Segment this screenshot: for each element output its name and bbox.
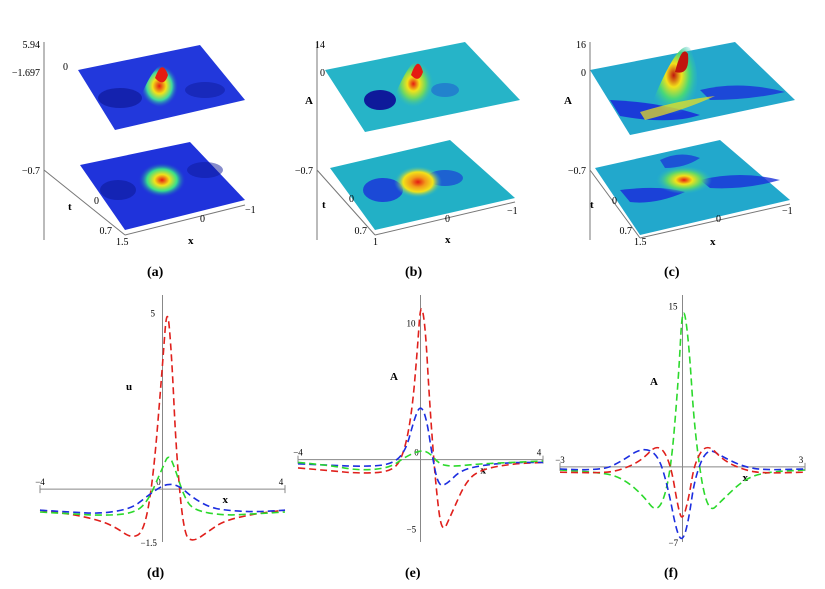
t-axis <box>589 169 641 239</box>
surface-top-peak <box>140 64 179 108</box>
x-tick: 0 <box>445 214 450 225</box>
caption-e: (e) <box>405 566 421 581</box>
surface-top-peak <box>411 63 423 79</box>
series-line-blue <box>39 483 286 514</box>
x-tick: −1 <box>782 206 793 217</box>
y-axis-label: A <box>650 376 658 388</box>
surface-top-trough <box>98 88 142 108</box>
z-zero-tick: 0 <box>63 62 68 73</box>
surface-bottom-peak <box>656 166 712 194</box>
x-tick-label: 3 <box>799 455 804 465</box>
y-tick-label: 10 <box>407 318 417 328</box>
t-axis-label: t <box>590 199 594 211</box>
t-tick: 0.7 <box>355 226 368 237</box>
y-axis-label: u <box>126 381 132 393</box>
t-tick: −0.7 <box>295 166 313 177</box>
y-tick-label: −1.5 <box>141 538 158 548</box>
y-axis-label: A <box>390 371 398 383</box>
surface-top-trough <box>364 90 396 110</box>
y-tick-label: 5 <box>151 309 156 319</box>
t-axis <box>43 169 126 236</box>
surface-top-ridge <box>640 96 715 120</box>
x-tick: −1 <box>245 205 256 216</box>
t-tick: 0 <box>612 196 617 207</box>
line-chart-f: −3 3 15 −7 Ax <box>555 295 806 548</box>
x-tick-label: −4 <box>35 477 45 487</box>
caption-d: (d) <box>147 566 165 581</box>
y-tick-label: −7 <box>669 538 679 548</box>
series-line-blue <box>297 407 543 487</box>
x-axis-label: x <box>188 235 194 247</box>
surface-plot-a: 5.94 0 −1.697 −0.7 0 0.7 t 1.5 0 −1 x <box>12 40 256 248</box>
x-tick-label: 4 <box>279 477 284 487</box>
surface-plot-b: A 14 0 −0.7 0 0.7 t 1 0 −1 x <box>295 40 520 248</box>
t-axis-label: t <box>68 201 72 213</box>
z-axis-label: A <box>305 95 313 107</box>
t-tick: −0.7 <box>568 166 586 177</box>
series-line-red <box>559 446 806 518</box>
series-line-blue <box>559 448 806 540</box>
surface-top-peak <box>393 59 434 108</box>
surface-bottom-peak <box>132 158 192 202</box>
x-axis-label: x <box>710 236 716 248</box>
surface-bottom-trough <box>700 175 780 189</box>
series-line-red <box>39 315 286 541</box>
series-line-green <box>559 312 806 510</box>
surface-bottom-peak <box>388 162 448 202</box>
t-axis <box>316 169 376 236</box>
z-top-tick: 14 <box>315 40 325 51</box>
surface-bottom-trough <box>660 154 700 168</box>
x-axis-label: x <box>445 234 451 246</box>
series-line-green <box>297 450 544 471</box>
caption-a: (a) <box>147 265 164 280</box>
surface-plot-c: A 16 0 −0.7 0 0.7 t 1.5 0 −1 x <box>564 40 795 248</box>
caption-c: (c) <box>664 265 680 280</box>
x-tick: 0 <box>200 214 205 225</box>
x-tick-label: −4 <box>293 448 303 458</box>
x-axis-label: x <box>743 472 749 484</box>
x-tick: 0 <box>716 214 721 225</box>
x-axis <box>374 201 516 236</box>
x-tick-label: 0 <box>156 477 161 487</box>
z-bottom-tick: −1.697 <box>12 68 40 79</box>
z-zero-tick: 0 <box>320 68 325 79</box>
t-tick: 0 <box>349 194 354 205</box>
y-tick-label: 15 <box>669 302 679 312</box>
surface-top-peak <box>675 51 689 73</box>
x-axis-label: x <box>223 494 229 506</box>
surface-bottom-trough <box>187 162 223 178</box>
z-axis-label: A <box>564 95 572 107</box>
x-tick: 1.5 <box>116 237 129 248</box>
t-axis-label: t <box>322 199 326 211</box>
y-tick-label: −5 <box>407 524 417 534</box>
x-axis <box>639 203 791 239</box>
surface-top-trough <box>700 85 785 100</box>
series-line-green <box>39 456 286 516</box>
surface-top-peak <box>155 67 168 83</box>
x-tick: −1 <box>507 206 518 217</box>
line-chart-e: −4 0 410−5Ax <box>293 295 544 542</box>
x-axis <box>124 204 246 236</box>
series-line-red <box>297 308 544 529</box>
t-tick: 0.7 <box>620 226 633 237</box>
surface-top-trough <box>185 82 225 98</box>
z-top-tick: 5.94 <box>23 40 41 51</box>
t-tick: 0 <box>94 196 99 207</box>
x-tick: 1 <box>373 237 378 248</box>
caption-f: (f) <box>664 566 678 581</box>
t-tick: −0.7 <box>22 166 40 177</box>
x-tick: 1.5 <box>634 237 647 248</box>
x-tick-label: −3 <box>555 455 565 465</box>
surface-top-trough <box>431 83 459 97</box>
x-tick-label: 4 <box>537 448 542 458</box>
caption-b: (b) <box>405 265 423 280</box>
line-chart-d: −4 0 4 5 −1.5 u x <box>35 295 286 548</box>
z-zero-tick: 0 <box>581 68 586 79</box>
t-tick: 0.7 <box>100 226 113 237</box>
surface-bottom-trough <box>100 180 136 200</box>
z-top-tick: 16 <box>576 40 586 51</box>
